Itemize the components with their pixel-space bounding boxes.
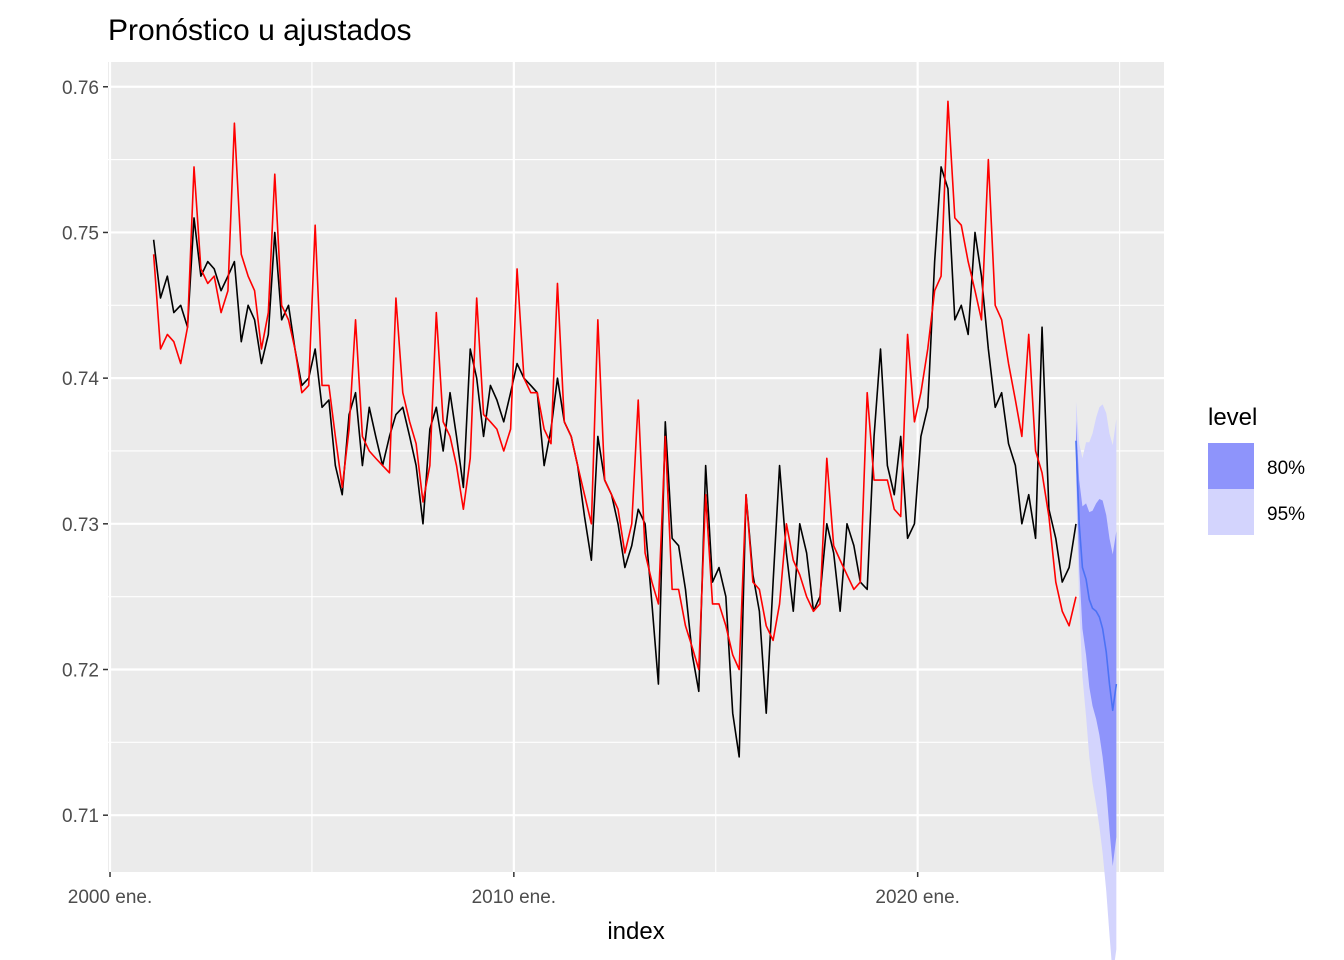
y-tick-label: 0.71: [62, 806, 99, 827]
grid-major: [108, 62, 1164, 872]
y-tick-label: 0.75: [62, 223, 99, 244]
y-tick-label: 0.74: [62, 369, 99, 390]
y-tick-label: 0.72: [62, 661, 99, 682]
x-tick-label: 2010 ene.: [472, 887, 557, 908]
legend-swatch-80: [1208, 443, 1254, 489]
y-tick-label: 0.73: [62, 515, 99, 536]
chart-title: Pronóstico u ajustados: [108, 14, 412, 47]
series-lines: [152, 100, 1118, 758]
legend-label-95: 95%: [1267, 504, 1305, 525]
x-axis-title: index: [607, 918, 664, 945]
plot-panel: [108, 62, 1164, 872]
y-tick-label: 0.76: [62, 78, 99, 99]
x-tick-label: 2000 ene.: [68, 887, 153, 908]
fitted-series-line: [152, 100, 1077, 671]
x-axis: 2000 ene. 2010 ene. 2020 ene.: [68, 872, 960, 908]
x-tick-label: 2020 ene.: [875, 887, 960, 908]
legend-title: level: [1208, 404, 1257, 431]
forecast-bands: [1075, 401, 1117, 960]
actual-series-line: [152, 166, 1077, 758]
forecast-mean-line: [1075, 440, 1118, 712]
y-axis: 0.71 0.72 0.73 0.74 0.75 0.76: [62, 78, 108, 827]
legend-swatch-95: [1208, 489, 1254, 535]
legend-label-80: 80%: [1267, 458, 1305, 479]
legend: level 80% 95%: [1208, 404, 1305, 535]
band-80: [1075, 420, 1117, 867]
